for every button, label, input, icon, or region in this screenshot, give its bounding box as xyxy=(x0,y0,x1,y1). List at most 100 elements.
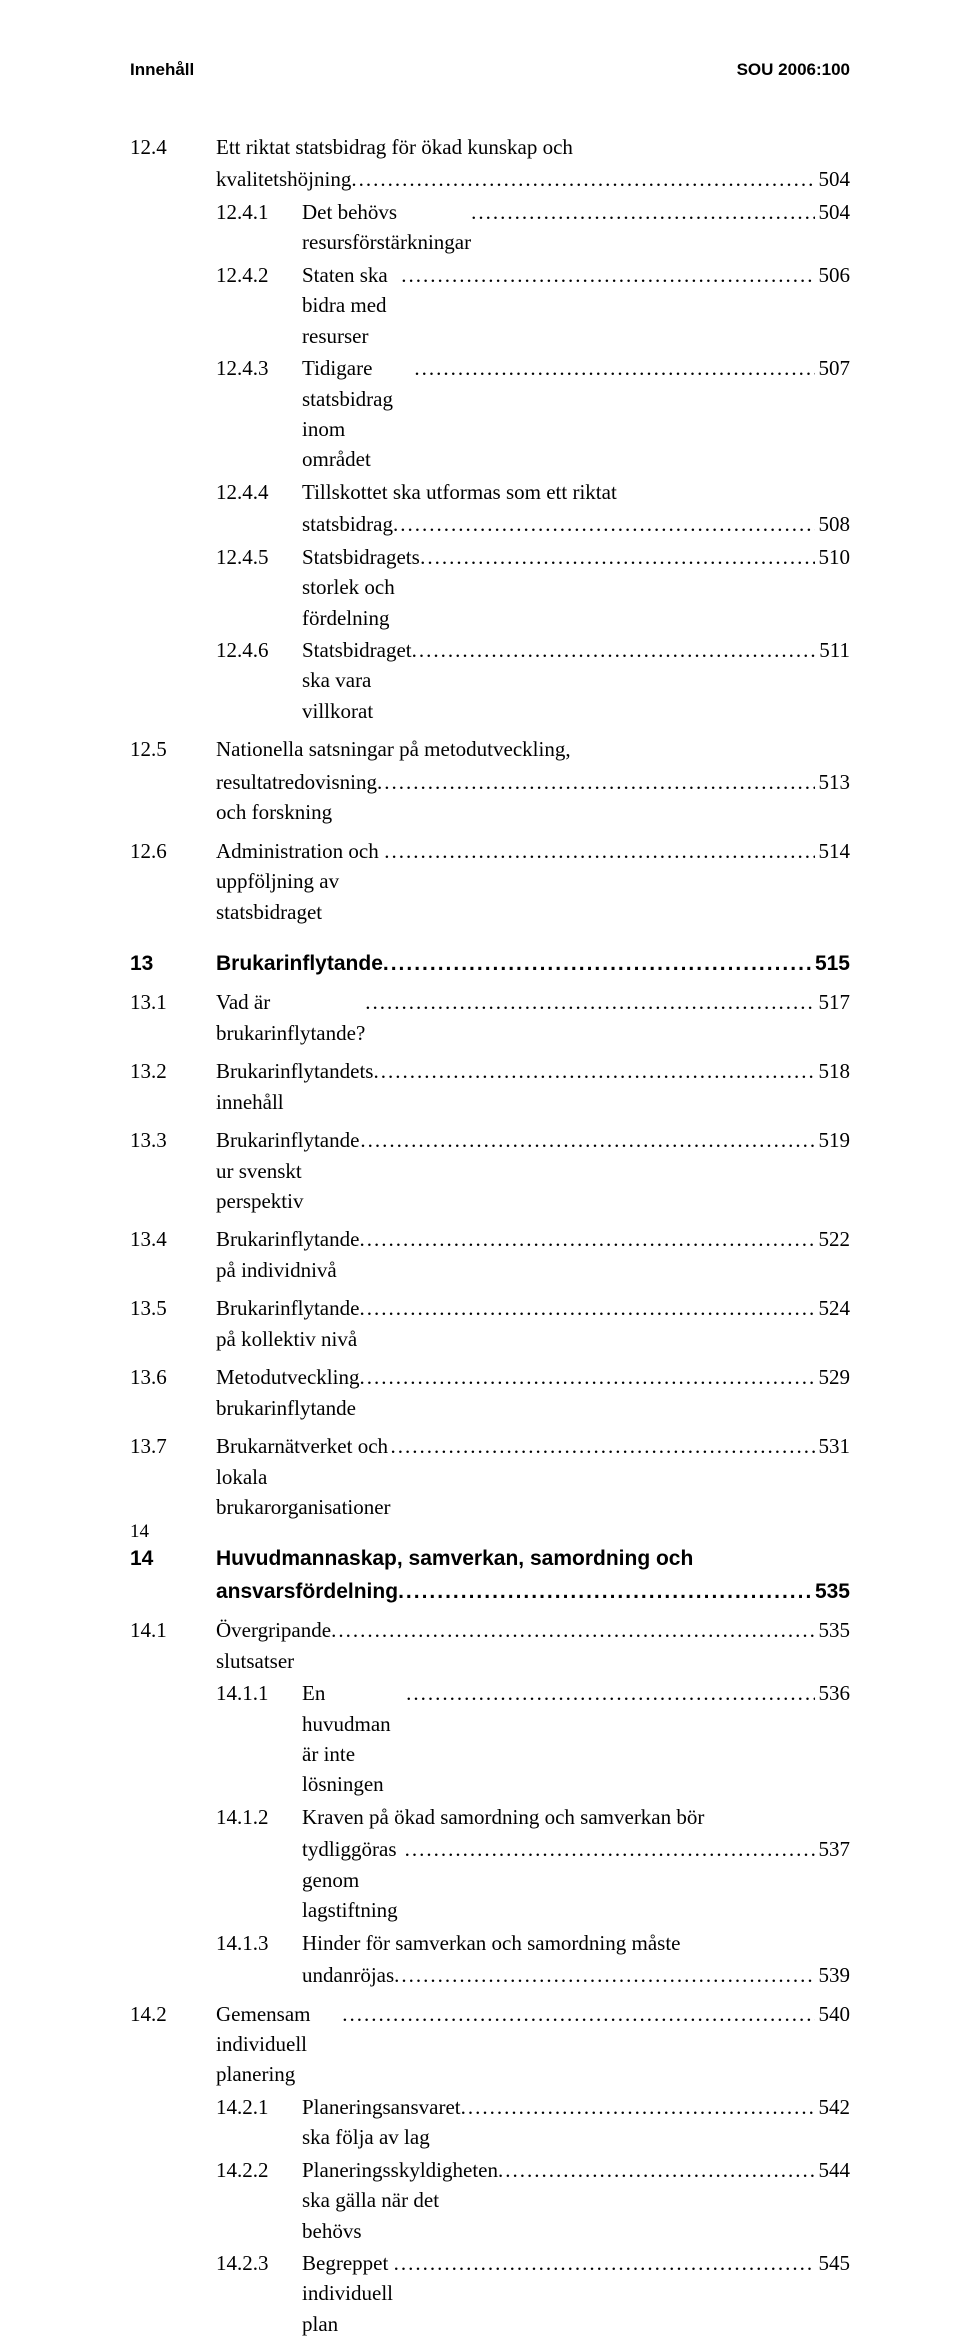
toc-entry-number: 12.4.1 xyxy=(216,197,302,227)
toc-leader xyxy=(412,635,816,665)
toc-entry-label: undanröjas xyxy=(302,1960,394,1990)
toc-leader xyxy=(384,836,814,866)
toc-leader xyxy=(359,1224,814,1254)
toc-entry-number: 12.4.5 xyxy=(216,542,302,572)
toc-leader xyxy=(359,1293,814,1323)
toc-entry-page: 504 xyxy=(815,164,851,194)
toc-leader xyxy=(359,1362,814,1392)
toc-entry-label: Övergripande slutsatser xyxy=(216,1615,331,1676)
toc-leader xyxy=(414,353,814,383)
toc-entry: 14.1.1En huvudman är inte lösningen536 xyxy=(130,1678,850,1800)
toc-entry: 14.2.2Planeringsskyldigheten ska gälla n… xyxy=(130,2155,850,2246)
toc-leader xyxy=(394,2248,815,2278)
toc-entry: 14.1Övergripande slutsatser535 xyxy=(130,1615,850,1676)
toc-entry-page: 514 xyxy=(815,836,851,866)
toc-leader xyxy=(461,2092,815,2122)
toc-entry-label: Brukarinflytandets innehåll xyxy=(216,1056,373,1117)
toc-entry: 13.5Brukarinflytande på kollektiv nivå52… xyxy=(130,1293,850,1354)
toc-leader xyxy=(401,260,814,290)
toc-entry-label: Staten ska bidra med resurser xyxy=(302,260,401,351)
toc-entry-number: 12.4.4 xyxy=(216,477,302,507)
toc-entry-page: 507 xyxy=(815,353,851,383)
toc-entry-number: 13 xyxy=(130,949,216,979)
toc-entry-label: En huvudman är inte lösningen xyxy=(302,1678,406,1800)
toc-entry: kvalitetshöjning504 xyxy=(130,164,850,194)
toc-leader xyxy=(394,1960,814,1990)
toc-leader xyxy=(377,767,815,797)
toc-entry-label: Statsbidragets storlek och fördelning xyxy=(302,542,420,633)
toc-entry-number: 12.4 xyxy=(130,132,216,162)
toc-entry: 12.5Nationella satsningar på metodutveck… xyxy=(130,734,850,764)
toc-entry: 14.1.3Hinder för samverkan och samordnin… xyxy=(130,1928,850,1958)
toc-entry-number: 14.1.3 xyxy=(216,1928,302,1958)
toc-entry-page: 537 xyxy=(815,1834,851,1864)
toc-entry-label: Begreppet individuell plan xyxy=(302,2248,394,2339)
page-number: 14 xyxy=(130,1521,149,1543)
toc-entry-page: 545 xyxy=(815,2248,851,2278)
toc-entry-page: 519 xyxy=(815,1125,851,1155)
toc-entry-number: 12.6 xyxy=(130,836,216,866)
toc-entry-page: 511 xyxy=(815,635,850,665)
toc-entry: 14.2.1Planeringsansvaret ska följa av la… xyxy=(130,2092,850,2153)
toc-entry-label: Administration och uppföljning av statsb… xyxy=(216,836,384,927)
toc-entry-label: Gemensam individuell planering xyxy=(216,1999,342,2090)
toc-leader xyxy=(383,949,811,979)
toc-entry-page: 508 xyxy=(815,509,851,539)
toc-entry-label: Metodutveckling brukarinflytande xyxy=(216,1362,359,1423)
toc-entry-page: 524 xyxy=(815,1293,851,1323)
toc-entry-label: Hinder för samverkan och samordning måst… xyxy=(302,1928,680,1958)
toc-entry-number: 14 xyxy=(130,1544,216,1574)
toc-leader xyxy=(406,1678,814,1708)
toc-entry: statsbidrag 508 xyxy=(130,509,850,539)
toc-entry-label: Planeringsansvaret ska följa av lag xyxy=(302,2092,461,2153)
toc-entry: 12.4.6Statsbidraget ska vara villkorat51… xyxy=(130,635,850,726)
toc-entry: 13.4Brukarinflytande på individnivå522 xyxy=(130,1224,850,1285)
toc-entry-number: 13.6 xyxy=(130,1362,216,1392)
toc-entry: 12.4.5Statsbidragets storlek och fördeln… xyxy=(130,542,850,633)
toc-entry-page: 504 xyxy=(815,197,851,227)
page: Innehåll SOU 2006:100 12.4Ett riktat sta… xyxy=(0,0,960,1595)
running-head: Innehåll SOU 2006:100 xyxy=(130,60,850,80)
toc-entry: resultatredovisning och forskning513 xyxy=(130,767,850,828)
toc-entry-label: Brukarnätverket och lokala brukarorganis… xyxy=(216,1431,391,1522)
toc-entry-page: 544 xyxy=(815,2155,851,2185)
toc-entry-number: 13.5 xyxy=(130,1293,216,1323)
toc-leader xyxy=(360,1125,814,1155)
toc-entry-page: 518 xyxy=(815,1056,851,1086)
toc-entry-number: 12.4.6 xyxy=(216,635,302,665)
toc-entry: 12.4.1Det behövs resursförstärkningar504 xyxy=(130,197,850,258)
toc-entry-number: 13.2 xyxy=(130,1056,216,1086)
toc-entry-number: 13.7 xyxy=(130,1431,216,1461)
toc-entry-page: 510 xyxy=(815,542,851,572)
toc-entry-number: 12.4.2 xyxy=(216,260,302,290)
toc-entry-number: 14.2 xyxy=(130,1999,216,2029)
toc-entry-page: 517 xyxy=(815,987,851,1017)
toc-leader xyxy=(498,2155,815,2185)
toc-entry-page: 522 xyxy=(815,1224,851,1254)
toc-entry-label: Nationella satsningar på metodutveckling… xyxy=(216,734,571,764)
toc-entry: ansvarsfördelning535 xyxy=(130,1577,850,1607)
toc-entry-page: 506 xyxy=(815,260,851,290)
toc-entry-label: resultatredovisning och forskning xyxy=(216,767,377,828)
toc-entry-number: 12.4.3 xyxy=(216,353,302,383)
toc-entry: 13Brukarinflytande515 xyxy=(130,949,850,979)
toc-entry: 13.2Brukarinflytandets innehåll 518 xyxy=(130,1056,850,1117)
toc-entry-page: 536 xyxy=(815,1678,851,1708)
toc-entry-number: 13.4 xyxy=(130,1224,216,1254)
toc-entry: undanröjas 539 xyxy=(130,1960,850,1990)
toc-entry-label: statsbidrag xyxy=(302,509,393,539)
toc-entry: tydliggöras genom lagstiftning537 xyxy=(130,1834,850,1925)
toc-entry: 14.2Gemensam individuell planering 540 xyxy=(130,1999,850,2090)
toc-entry-label: Planeringsskyldigheten ska gälla när det… xyxy=(302,2155,498,2246)
toc-entry-label: Tidigare statsbidrag inom området xyxy=(302,353,414,475)
toc-entry-label: Kraven på ökad samordning och samverkan … xyxy=(302,1802,704,1832)
toc-leader xyxy=(351,164,814,194)
toc-entry-label: Brukarinflytande xyxy=(216,949,383,979)
toc-entry: 12.4Ett riktat statsbidrag för ökad kuns… xyxy=(130,132,850,162)
toc-entry-page: 539 xyxy=(815,1960,851,1990)
toc-entry-page: 540 xyxy=(815,1999,851,2029)
toc-leader xyxy=(342,1999,814,2029)
toc-entry-page: 535 xyxy=(811,1577,850,1607)
toc-entry-number: 14.1 xyxy=(130,1615,216,1645)
toc-entry-label: Brukarinflytande ur svenskt perspektiv xyxy=(216,1125,360,1216)
